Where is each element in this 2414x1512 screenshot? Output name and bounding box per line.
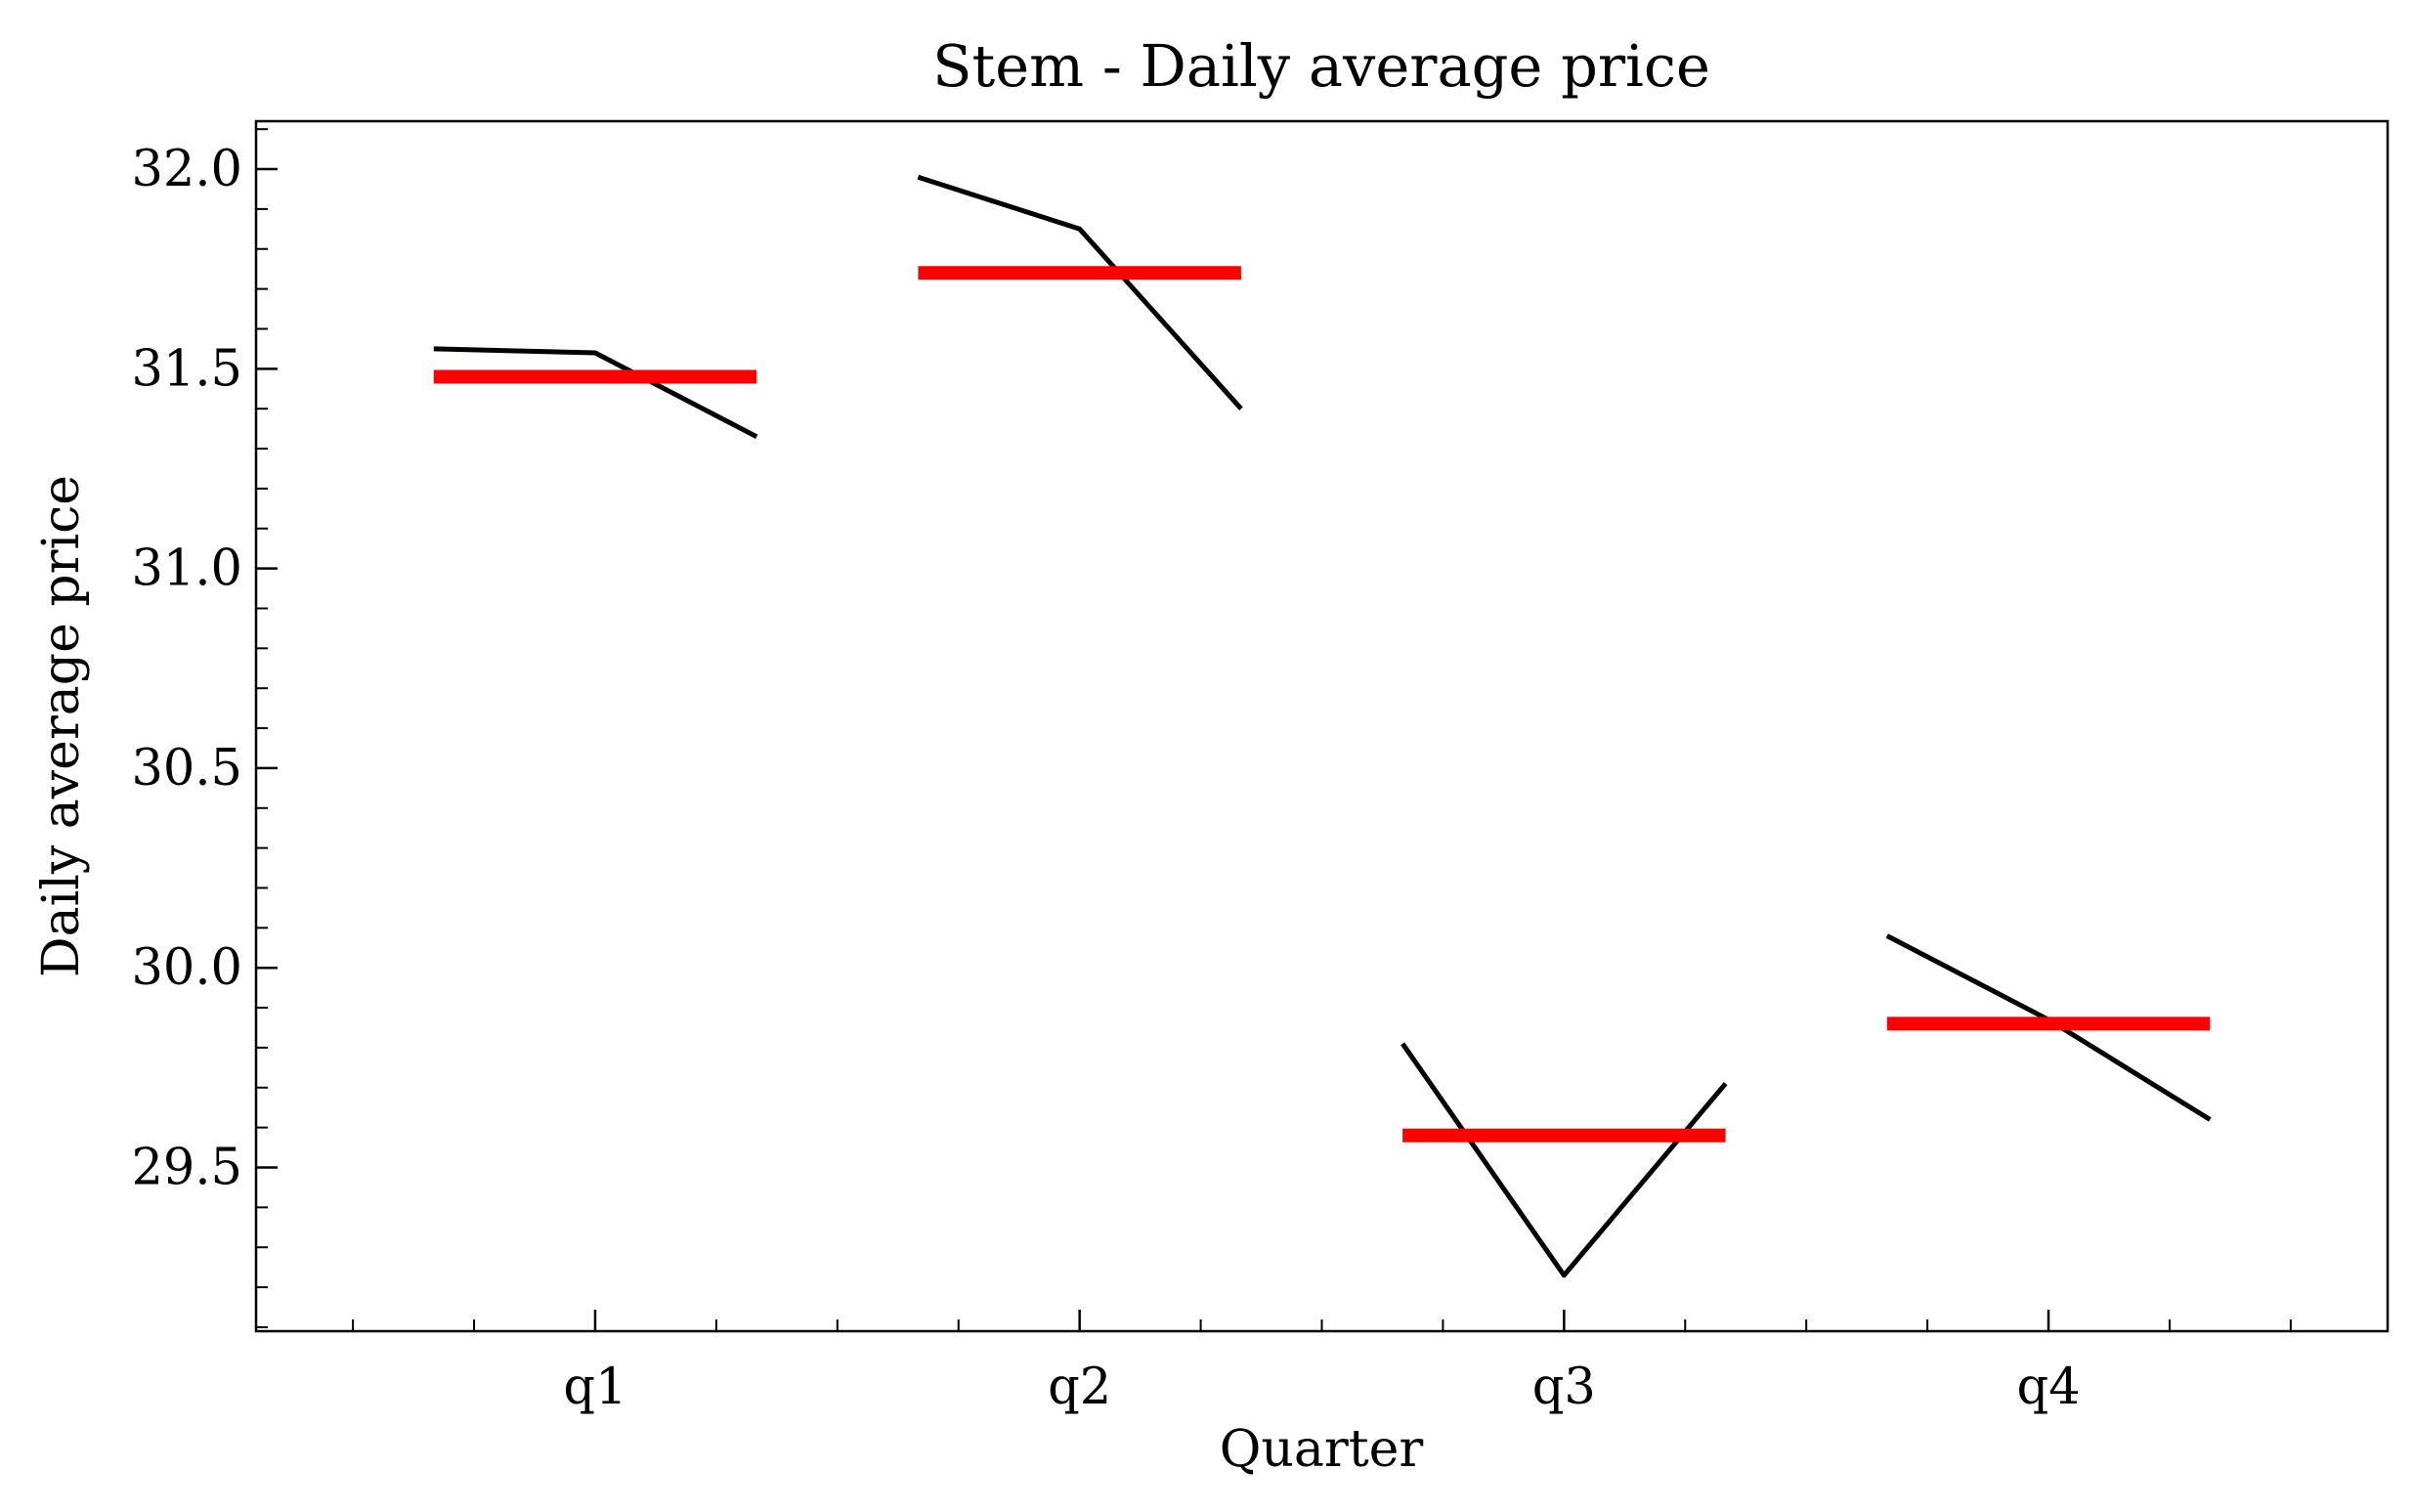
chart-title: Stem - Daily average price — [932, 32, 1710, 100]
axis-ticks: 29.5 30.0 30.5 31.0 31.5 32.0 q1 q2 q3 q4 — [131, 128, 2292, 1416]
daily-price-line — [1401, 1042, 1728, 1278]
y-tick-label: 30.5 — [131, 740, 242, 798]
daily-price-line — [433, 346, 758, 440]
daily-price-line — [917, 174, 1243, 410]
x-tick-label: q3 — [1532, 1359, 1596, 1416]
x-tick-label: q2 — [1048, 1359, 1111, 1416]
y-axis-label: Daily average price — [32, 475, 91, 977]
y-tick-label: 30.0 — [131, 939, 242, 997]
x-tick-label: q4 — [2016, 1359, 2080, 1416]
y-tick-label: 31.0 — [131, 540, 242, 598]
chart-marks — [433, 174, 2212, 1278]
x-tick-label: q1 — [563, 1359, 626, 1416]
y-tick-label: 31.5 — [131, 340, 242, 398]
plot-frame — [254, 119, 2390, 1333]
y-tick-label: 32.0 — [131, 141, 242, 198]
y-tick-label: 29.5 — [131, 1139, 242, 1196]
x-axis-label: Quarter — [1220, 1420, 1424, 1479]
